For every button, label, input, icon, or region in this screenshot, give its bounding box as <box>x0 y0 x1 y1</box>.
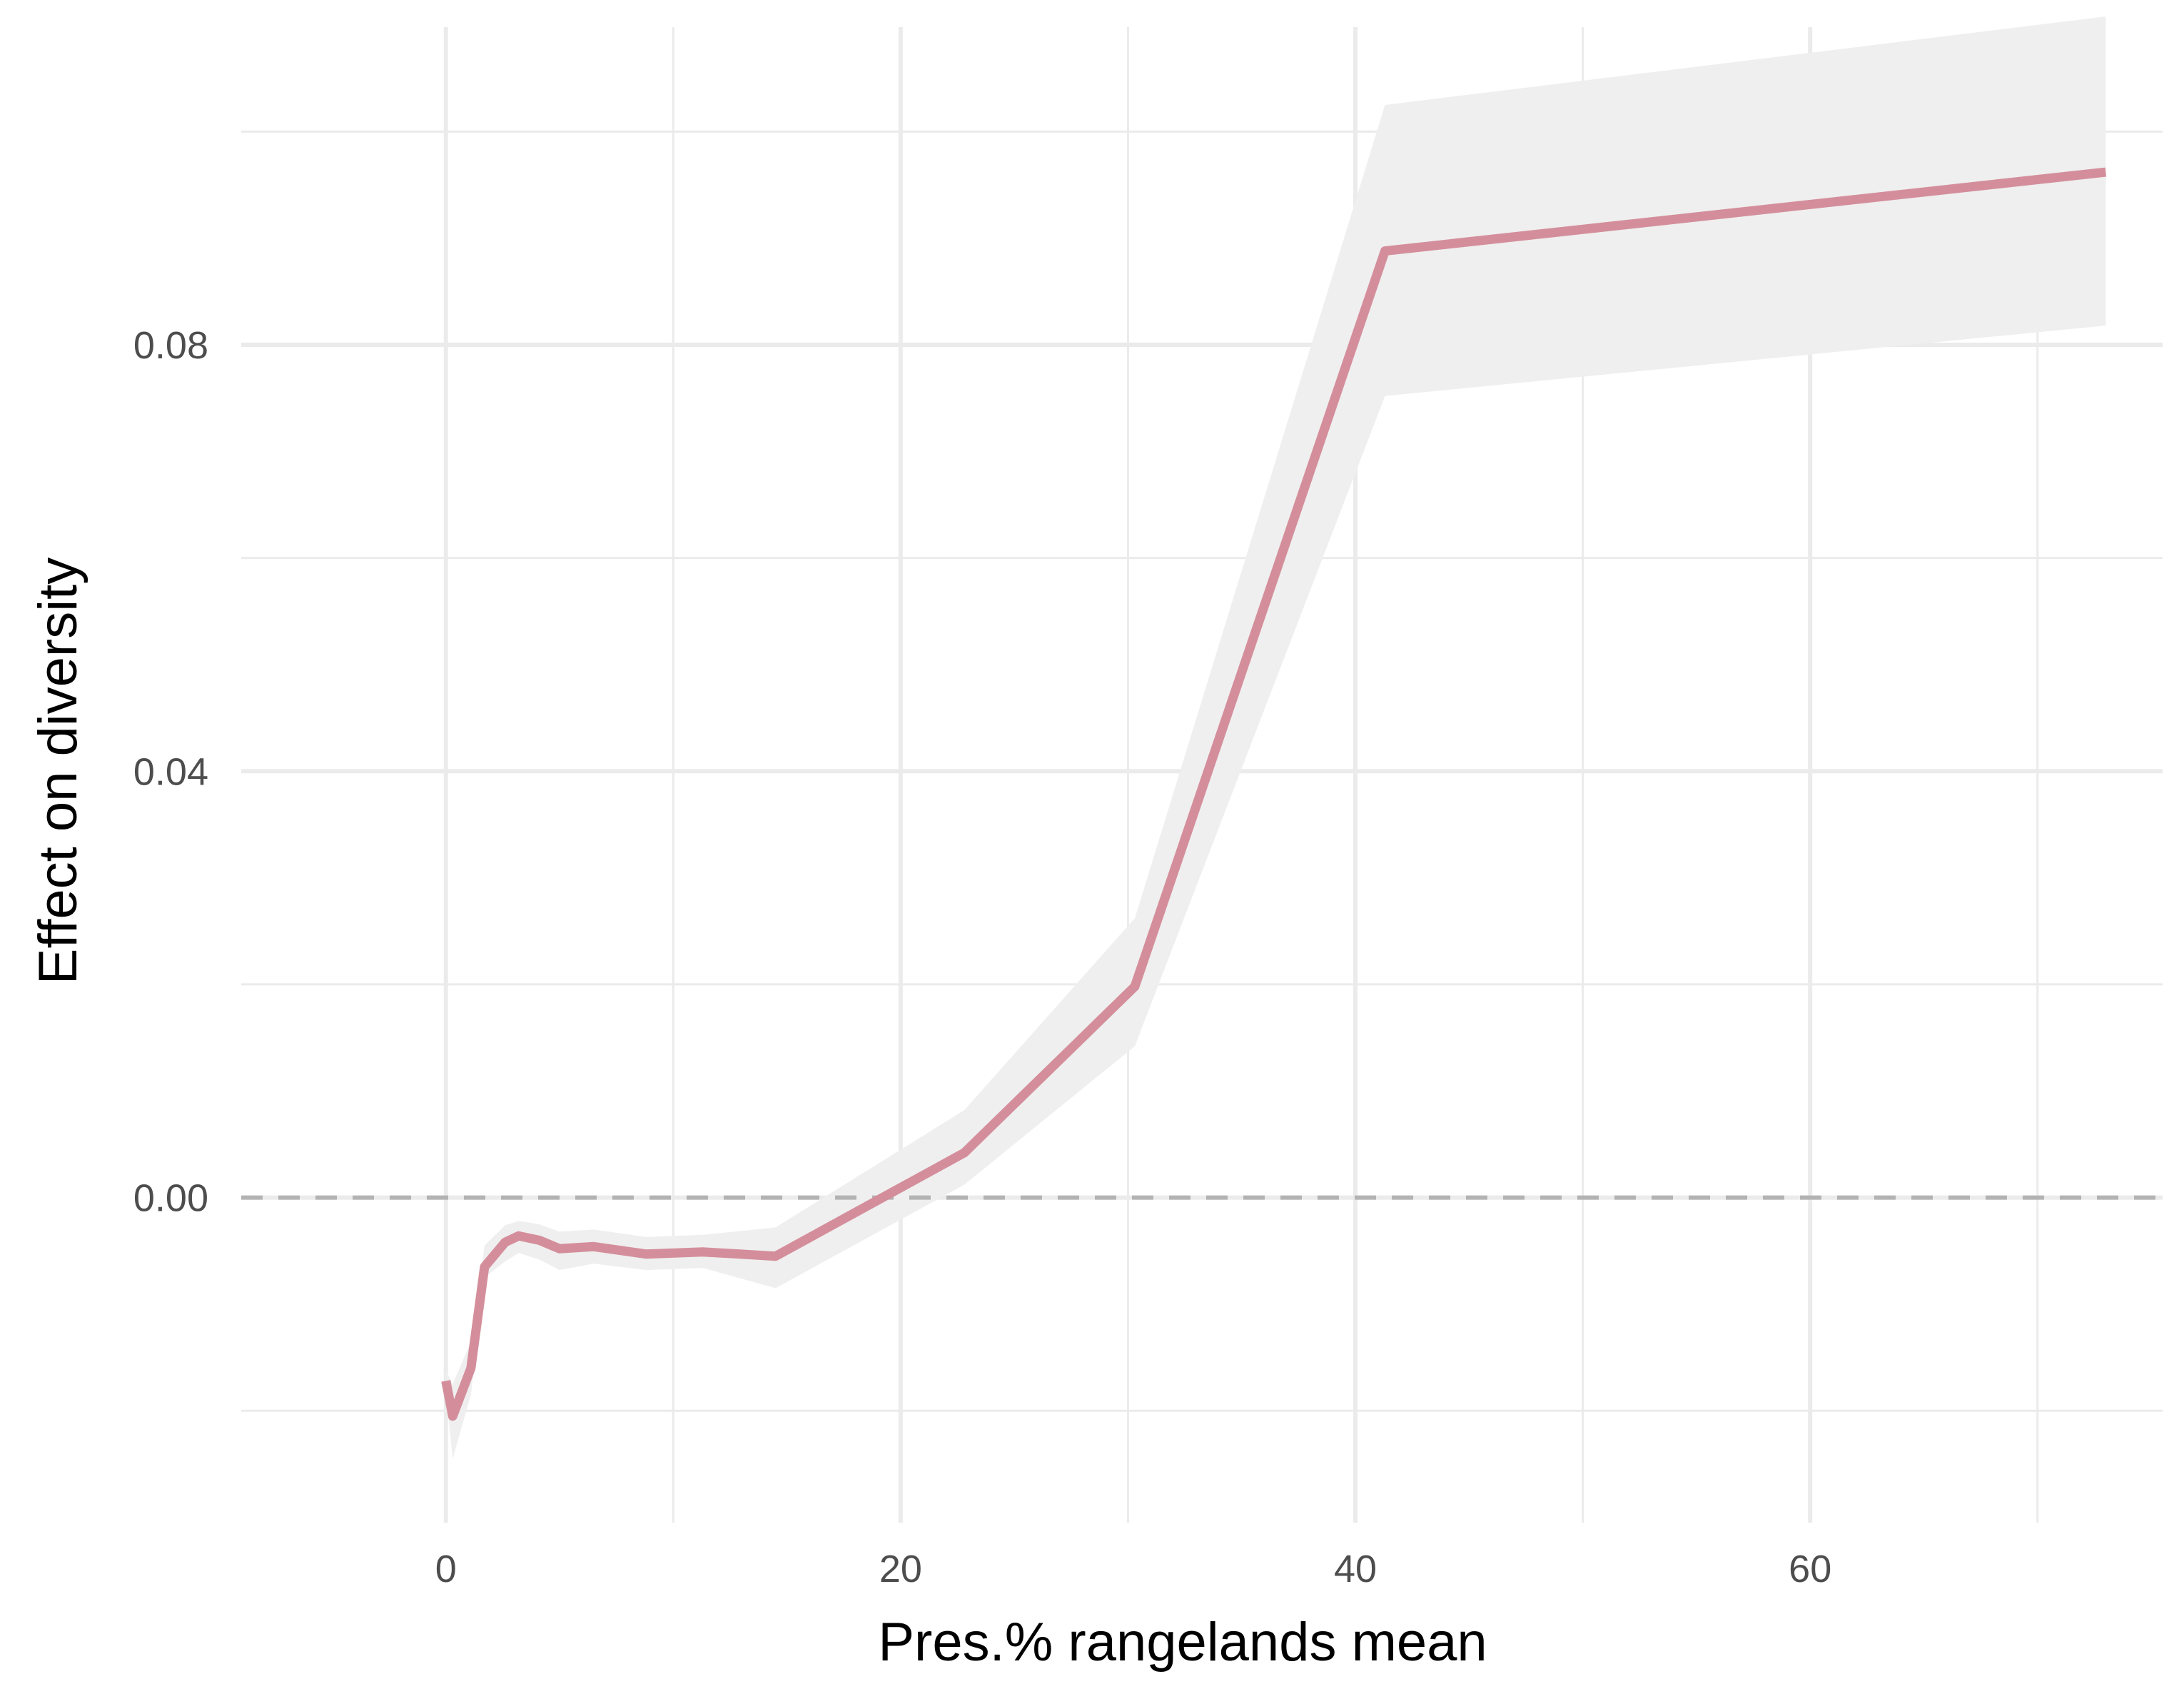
confidence-band <box>445 16 2106 1459</box>
y-axis-tick-labels: 0.00 0.04 0.08 <box>133 324 208 1220</box>
y-axis-title: Effect on diversity <box>28 558 89 984</box>
series-line <box>441 167 2107 1421</box>
y-tick-label: 0.04 <box>133 750 208 793</box>
confidence-band-layer <box>445 16 2106 1459</box>
x-tick-label: 0 <box>435 1548 457 1590</box>
y-tick-label: 0.08 <box>133 324 208 367</box>
x-tick-label: 60 <box>1789 1548 1831 1590</box>
y-tick-label: 0.00 <box>133 1177 208 1220</box>
series-line-layer <box>441 167 2107 1421</box>
x-tick-label: 20 <box>879 1548 922 1590</box>
x-axis-title: Pres.% rangelands mean <box>878 1612 1487 1673</box>
x-axis-tick-labels: 0 20 40 60 <box>435 1548 1832 1590</box>
x-tick-label: 40 <box>1334 1548 1377 1590</box>
